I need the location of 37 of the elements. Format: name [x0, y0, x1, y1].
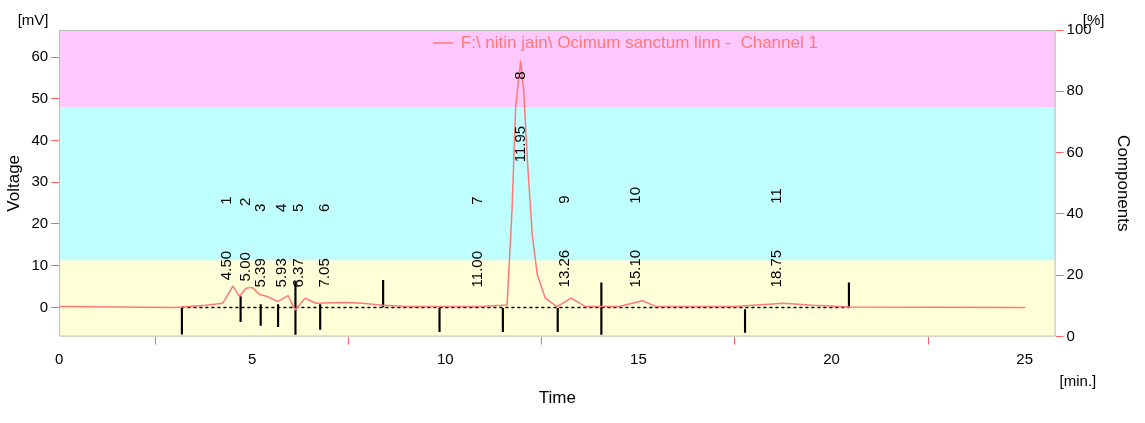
legend-label: F:\ nitin jain\ Ocimum sanctum linn - Channel 1 — [460, 32, 818, 52]
y-tick-label: 40 — [31, 130, 49, 148]
annotation: 11.95 8 — [510, 71, 528, 163]
y2-tick-label: 40 — [1066, 204, 1084, 222]
annotation: 13.26 9 — [554, 195, 572, 288]
y-tick-label: 10 — [31, 255, 49, 273]
annotation: 18.75 11 — [766, 188, 784, 288]
annotation: 6.37 5 — [288, 203, 306, 288]
y2-axis-title: Components — [1114, 135, 1134, 232]
y2-tick-label: 0 — [1066, 326, 1075, 344]
y2-tick-label: 20 — [1066, 265, 1084, 283]
y-tick-label: 30 — [31, 172, 49, 190]
x-tick-label: 5 — [248, 349, 257, 367]
y-tick-label: 60 — [31, 47, 49, 65]
bar — [180, 307, 183, 335]
y2-tick-label: 60 — [1066, 142, 1084, 160]
annotation: 5.93 4 — [271, 203, 289, 288]
bar — [556, 307, 559, 332]
x-axis-title: Time — [538, 388, 576, 408]
x-tick-label: 0 — [54, 349, 64, 367]
y-axis-title: Voltage — [3, 154, 23, 212]
y-tick-label: 20 — [31, 214, 49, 232]
x-tick-label: 10 — [436, 349, 454, 367]
x-tick-label: 20 — [823, 349, 840, 367]
x-tick-label: 15 — [630, 349, 647, 367]
annotation: 4.50 1 — [216, 196, 234, 281]
y-tick-label: 50 — [31, 88, 49, 106]
x-tick-label: 25 — [1016, 349, 1034, 367]
text: [min.] — [1059, 372, 1097, 390]
annotation: 5.39 3 — [250, 203, 268, 288]
annotation: 15.10 10 — [625, 187, 643, 288]
annotation: 11.00 7 — [467, 196, 485, 288]
y-tick-label: 0 — [39, 297, 49, 315]
annotation: 5.00 2 — [235, 197, 253, 282]
text: [mV] — [17, 10, 49, 28]
annotation: 7.05 6 — [315, 203, 333, 288]
y2-tick-label: 80 — [1066, 81, 1084, 99]
